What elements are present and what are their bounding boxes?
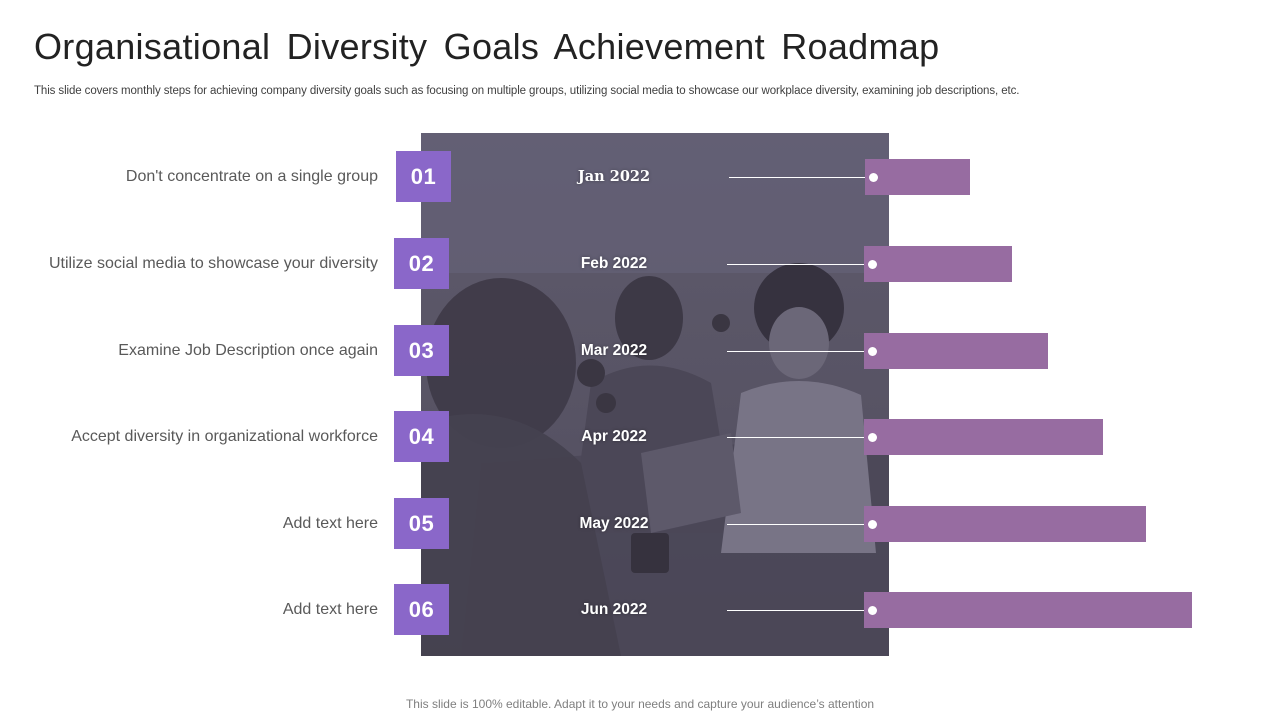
progress-bar <box>864 419 1103 455</box>
step-label: Don't concentrate on a single group <box>125 168 378 185</box>
roadmap-step: Add text here 06 Jun 2022 <box>0 584 1280 636</box>
step-month: Apr 2022 <box>581 428 647 445</box>
connector-dot <box>868 260 877 269</box>
slide-title: Organisational Diversity Goals Achieveme… <box>34 26 940 67</box>
connector-dot <box>868 433 877 442</box>
step-number-badge: 06 <box>394 584 449 635</box>
step-label: Examine Job Description once again <box>118 342 378 359</box>
step-month: Feb 2022 <box>580 255 648 272</box>
step-label: Accept diversity in organizational workf… <box>71 428 378 445</box>
step-month: May 2022 <box>579 515 649 532</box>
progress-bar <box>864 333 1048 369</box>
connector-line <box>727 524 874 525</box>
roadmap-step: Don't concentrate on a single group 01 Jan… <box>0 151 1280 203</box>
roadmap-step: Examine Job Description once again 03 Mar … <box>0 325 1280 377</box>
progress-bar <box>865 159 970 195</box>
roadmap-step: Accept diversity in organizational workf… <box>0 411 1280 463</box>
connector-line <box>727 610 874 611</box>
connector-dot <box>868 347 877 356</box>
connector-line <box>727 264 874 265</box>
step-number-badge: 04 <box>394 411 449 462</box>
connector-line <box>729 177 875 178</box>
step-number-badge: 02 <box>394 238 449 289</box>
step-label: Add text here <box>282 515 378 532</box>
people-silhouette-image <box>421 133 889 656</box>
slide-subtitle: This slide covers monthly steps for achi… <box>34 85 1020 97</box>
step-month: Mar 2022 <box>580 342 648 359</box>
progress-bar <box>864 506 1146 542</box>
slide-footer: This slide is 100% editable. Adapt it to… <box>405 697 875 711</box>
step-label: Add text here <box>282 601 378 618</box>
step-number-badge: 01 <box>396 151 451 202</box>
step-number-badge: 05 <box>394 498 449 549</box>
connector-dot <box>868 606 877 615</box>
connector-dot <box>869 173 878 182</box>
step-month: Jan 2022 <box>577 168 651 185</box>
connector-line <box>727 437 874 438</box>
connector-dot <box>868 520 877 529</box>
step-number-badge: 03 <box>394 325 449 376</box>
roadmap-step: Add text here 05 May 2022 <box>0 498 1280 550</box>
progress-bar <box>864 592 1192 628</box>
roadmap-step: Utilize social media to showcase your di… <box>0 238 1280 290</box>
step-label: Utilize social media to showcase your di… <box>48 255 378 272</box>
step-month: Jun 2022 <box>580 601 648 618</box>
team-photo <box>421 133 889 656</box>
progress-bar <box>864 246 1012 282</box>
connector-line <box>727 351 874 352</box>
